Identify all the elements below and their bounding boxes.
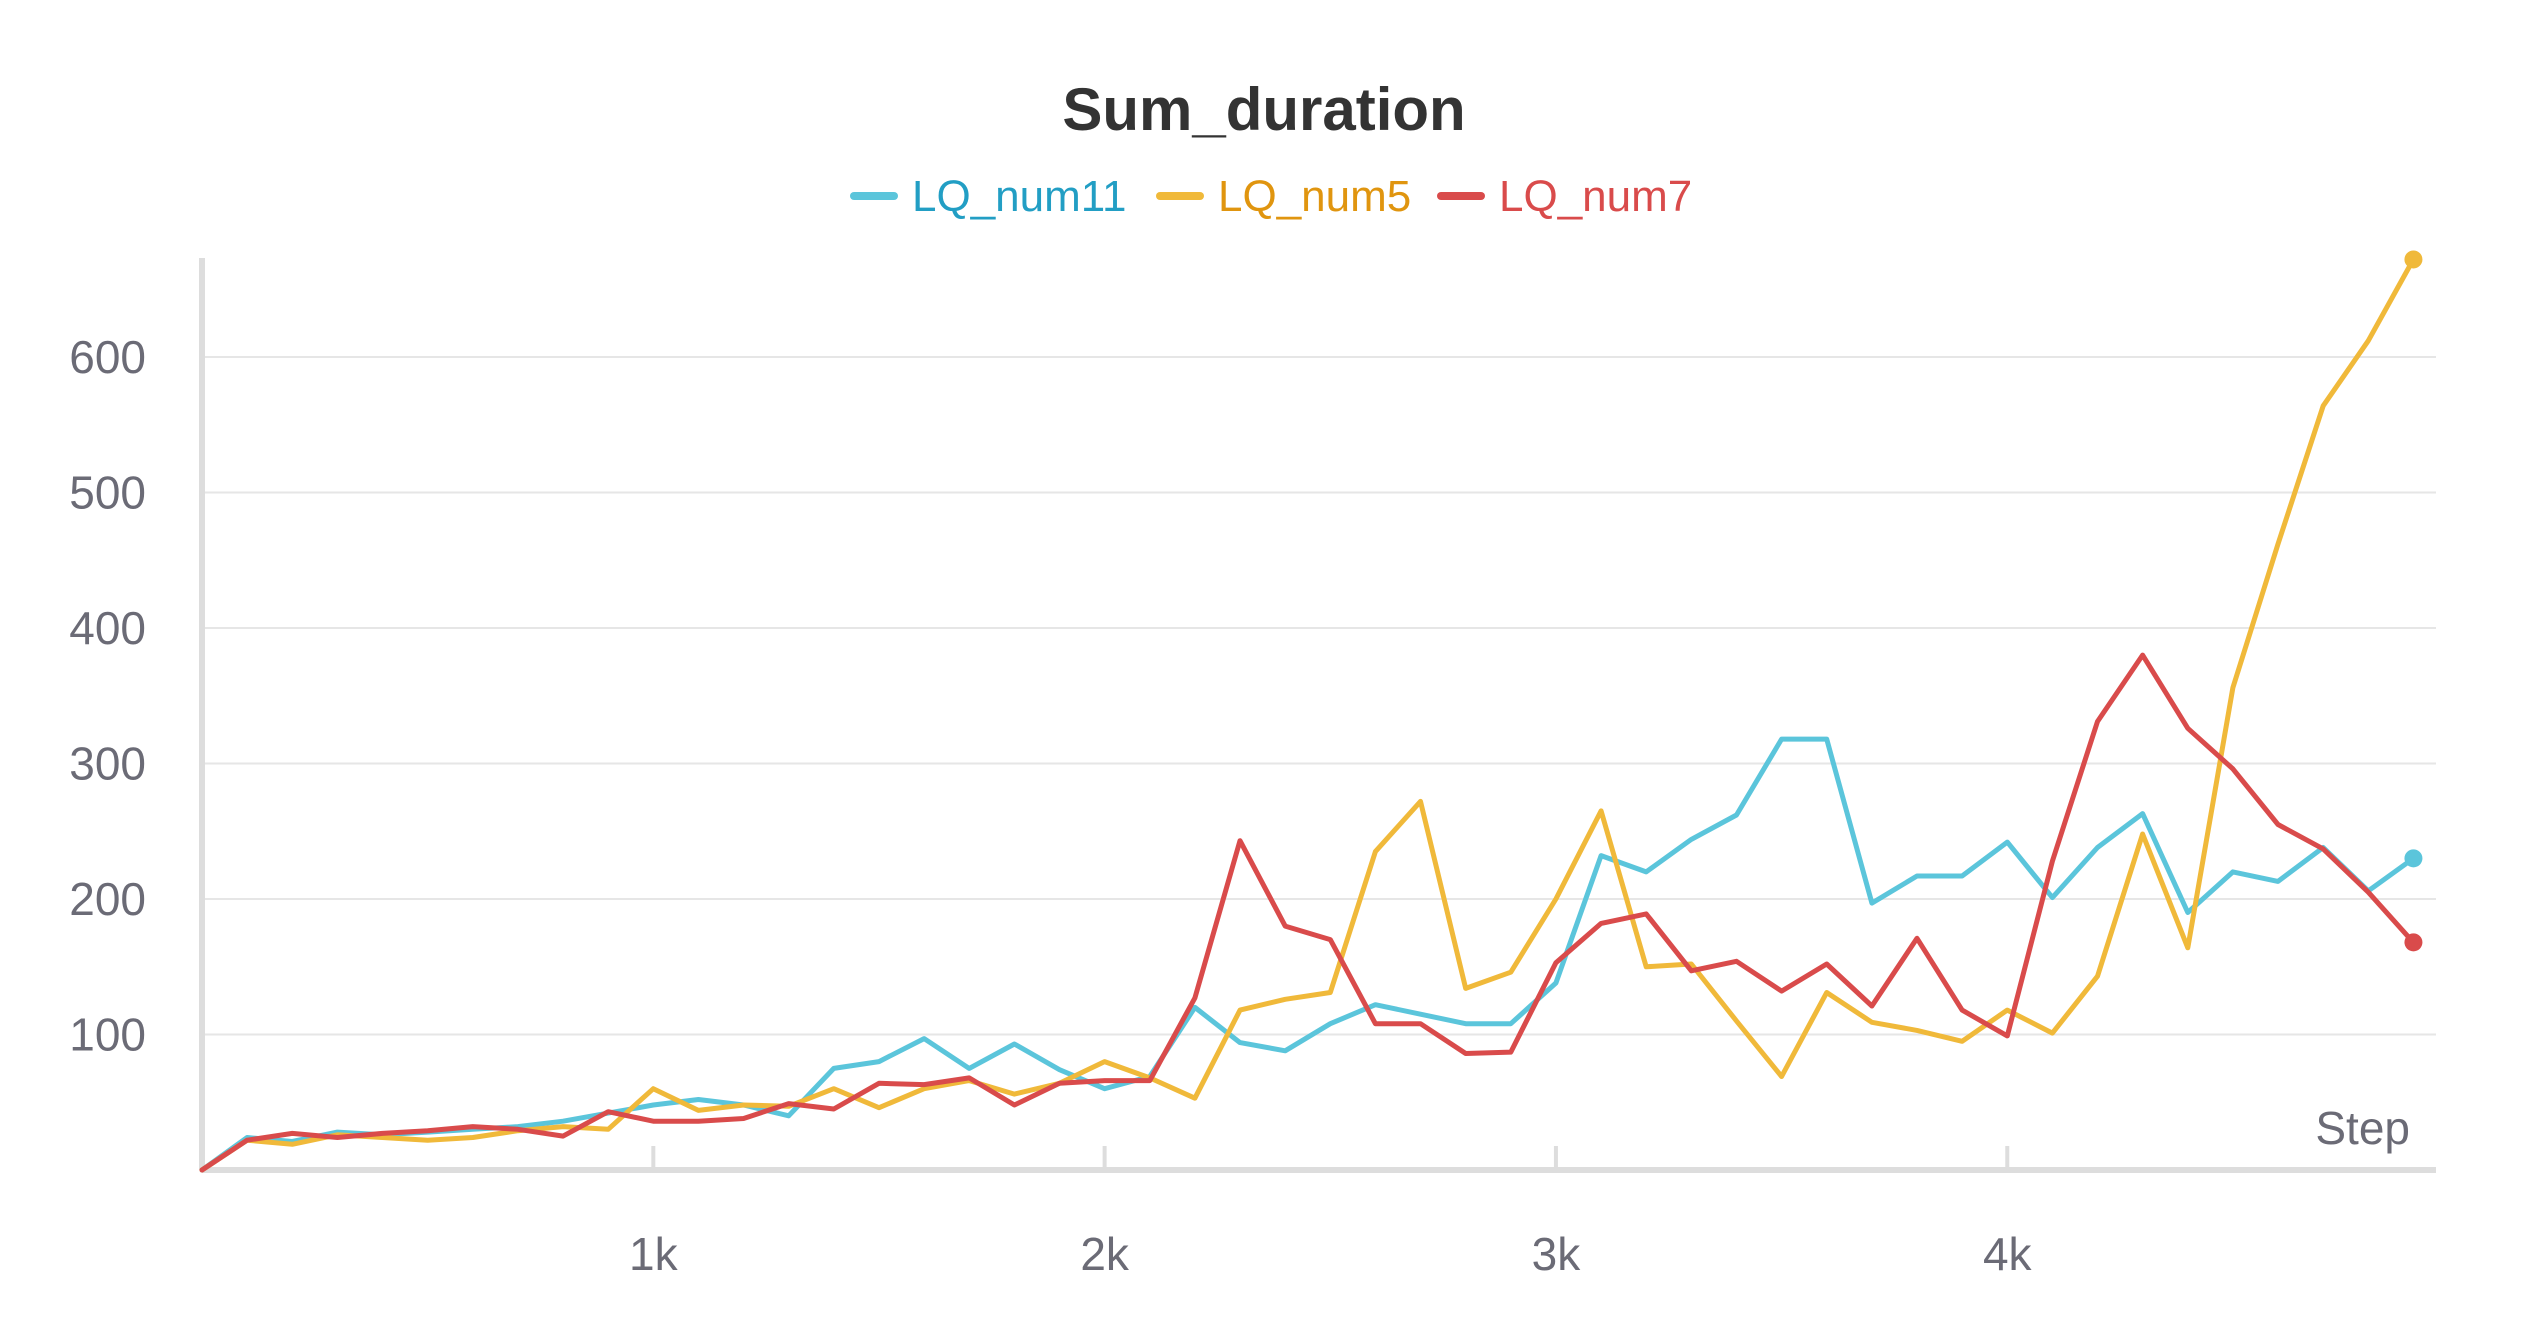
series-end-point-LQ_num5 — [2404, 250, 2423, 269]
gridlines — [202, 356, 2436, 1036]
series-line-LQ_num11 — [199, 736, 2416, 1173]
x-tick-label-1k: 1k — [629, 1228, 679, 1280]
legend-label-LQ_num5: LQ_num5 — [1218, 172, 1411, 221]
y-tick-label-100: 100 — [69, 1009, 146, 1061]
y-tick-label-600: 600 — [69, 331, 146, 383]
x-tick-label-3k: 3k — [1532, 1228, 1582, 1280]
series-layer — [199, 250, 2423, 1173]
series-line-LQ_num7 — [199, 652, 2416, 1173]
y-tick-label-500: 500 — [69, 467, 146, 519]
x-axis-label: Step — [2315, 1102, 2410, 1154]
series-end-point-LQ_num11 — [2404, 849, 2423, 868]
x-tick-label-4k: 4k — [1983, 1228, 2033, 1280]
x-axis-ticks: 1k 2k 3k 4k — [629, 1146, 2033, 1280]
y-tick-label-200: 200 — [69, 873, 146, 925]
y-tick-label-400: 400 — [69, 602, 146, 654]
chart-title: Sum_duration — [1062, 76, 1465, 143]
y-axis-ticks: 100 200 300 400 500 600 — [69, 331, 146, 1061]
series-end-point-LQ_num7 — [2404, 933, 2423, 952]
x-tick-label-2k: 2k — [1080, 1228, 1130, 1280]
series-line-LQ_num5 — [199, 256, 2416, 1173]
legend-label-LQ_num11: LQ_num11 — [912, 172, 1126, 221]
legend-label-LQ_num7: LQ_num7 — [1499, 172, 1692, 221]
y-tick-label-300: 300 — [69, 738, 146, 790]
legend: LQ_num11 LQ_num5 LQ_num7 — [850, 172, 1692, 221]
